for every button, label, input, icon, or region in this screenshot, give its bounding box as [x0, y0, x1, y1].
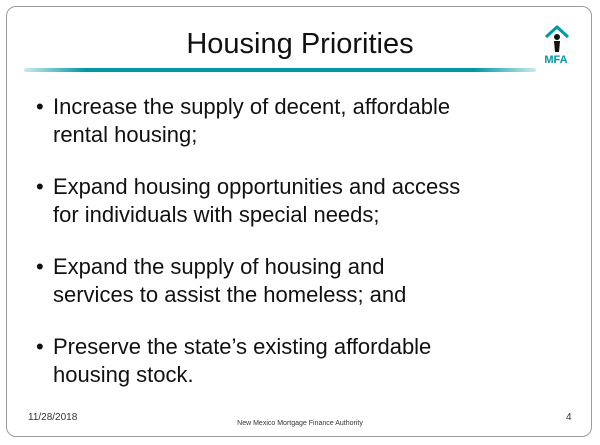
footer-date: 11/28/2018 [28, 412, 78, 423]
bullet-text: Preserve the state’s existing affordable [53, 334, 432, 359]
bullet-text: for individuals with special needs; [53, 202, 380, 227]
bullet-dot: • [36, 254, 44, 279]
page-number: 4 [566, 412, 572, 423]
bullet-dot: • [36, 334, 44, 359]
logo-text: MFA [544, 54, 568, 66]
slide-title: Housing Priorities [186, 28, 414, 60]
bullet-text: Increase the supply of decent, affordabl… [53, 94, 451, 119]
bullet-text: services to assist the homeless; and [53, 282, 407, 307]
bullet-text: rental housing; [53, 122, 198, 147]
bullet-dot: • [36, 94, 44, 119]
bullet-text: Expand the supply of housing and [53, 254, 385, 279]
bullet-text: housing stock. [53, 362, 194, 387]
logo-icon [544, 25, 570, 52]
title-rule [24, 68, 536, 72]
bullet-dot: • [36, 174, 44, 199]
slide-frame [6, 6, 592, 437]
bullet-text: Expand housing opportunities and access [53, 174, 461, 199]
footer-organization: New Mexico Mortgage Finance Authority [237, 420, 363, 427]
